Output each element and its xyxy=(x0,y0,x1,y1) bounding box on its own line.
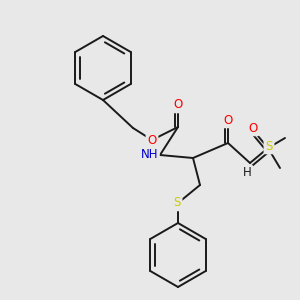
Text: O: O xyxy=(147,134,157,146)
Text: O: O xyxy=(248,122,258,134)
Text: O: O xyxy=(173,98,183,112)
Text: O: O xyxy=(224,113,232,127)
Text: NH: NH xyxy=(140,148,158,161)
Text: H: H xyxy=(243,167,251,179)
Text: S: S xyxy=(173,196,181,209)
Text: S: S xyxy=(265,140,273,152)
